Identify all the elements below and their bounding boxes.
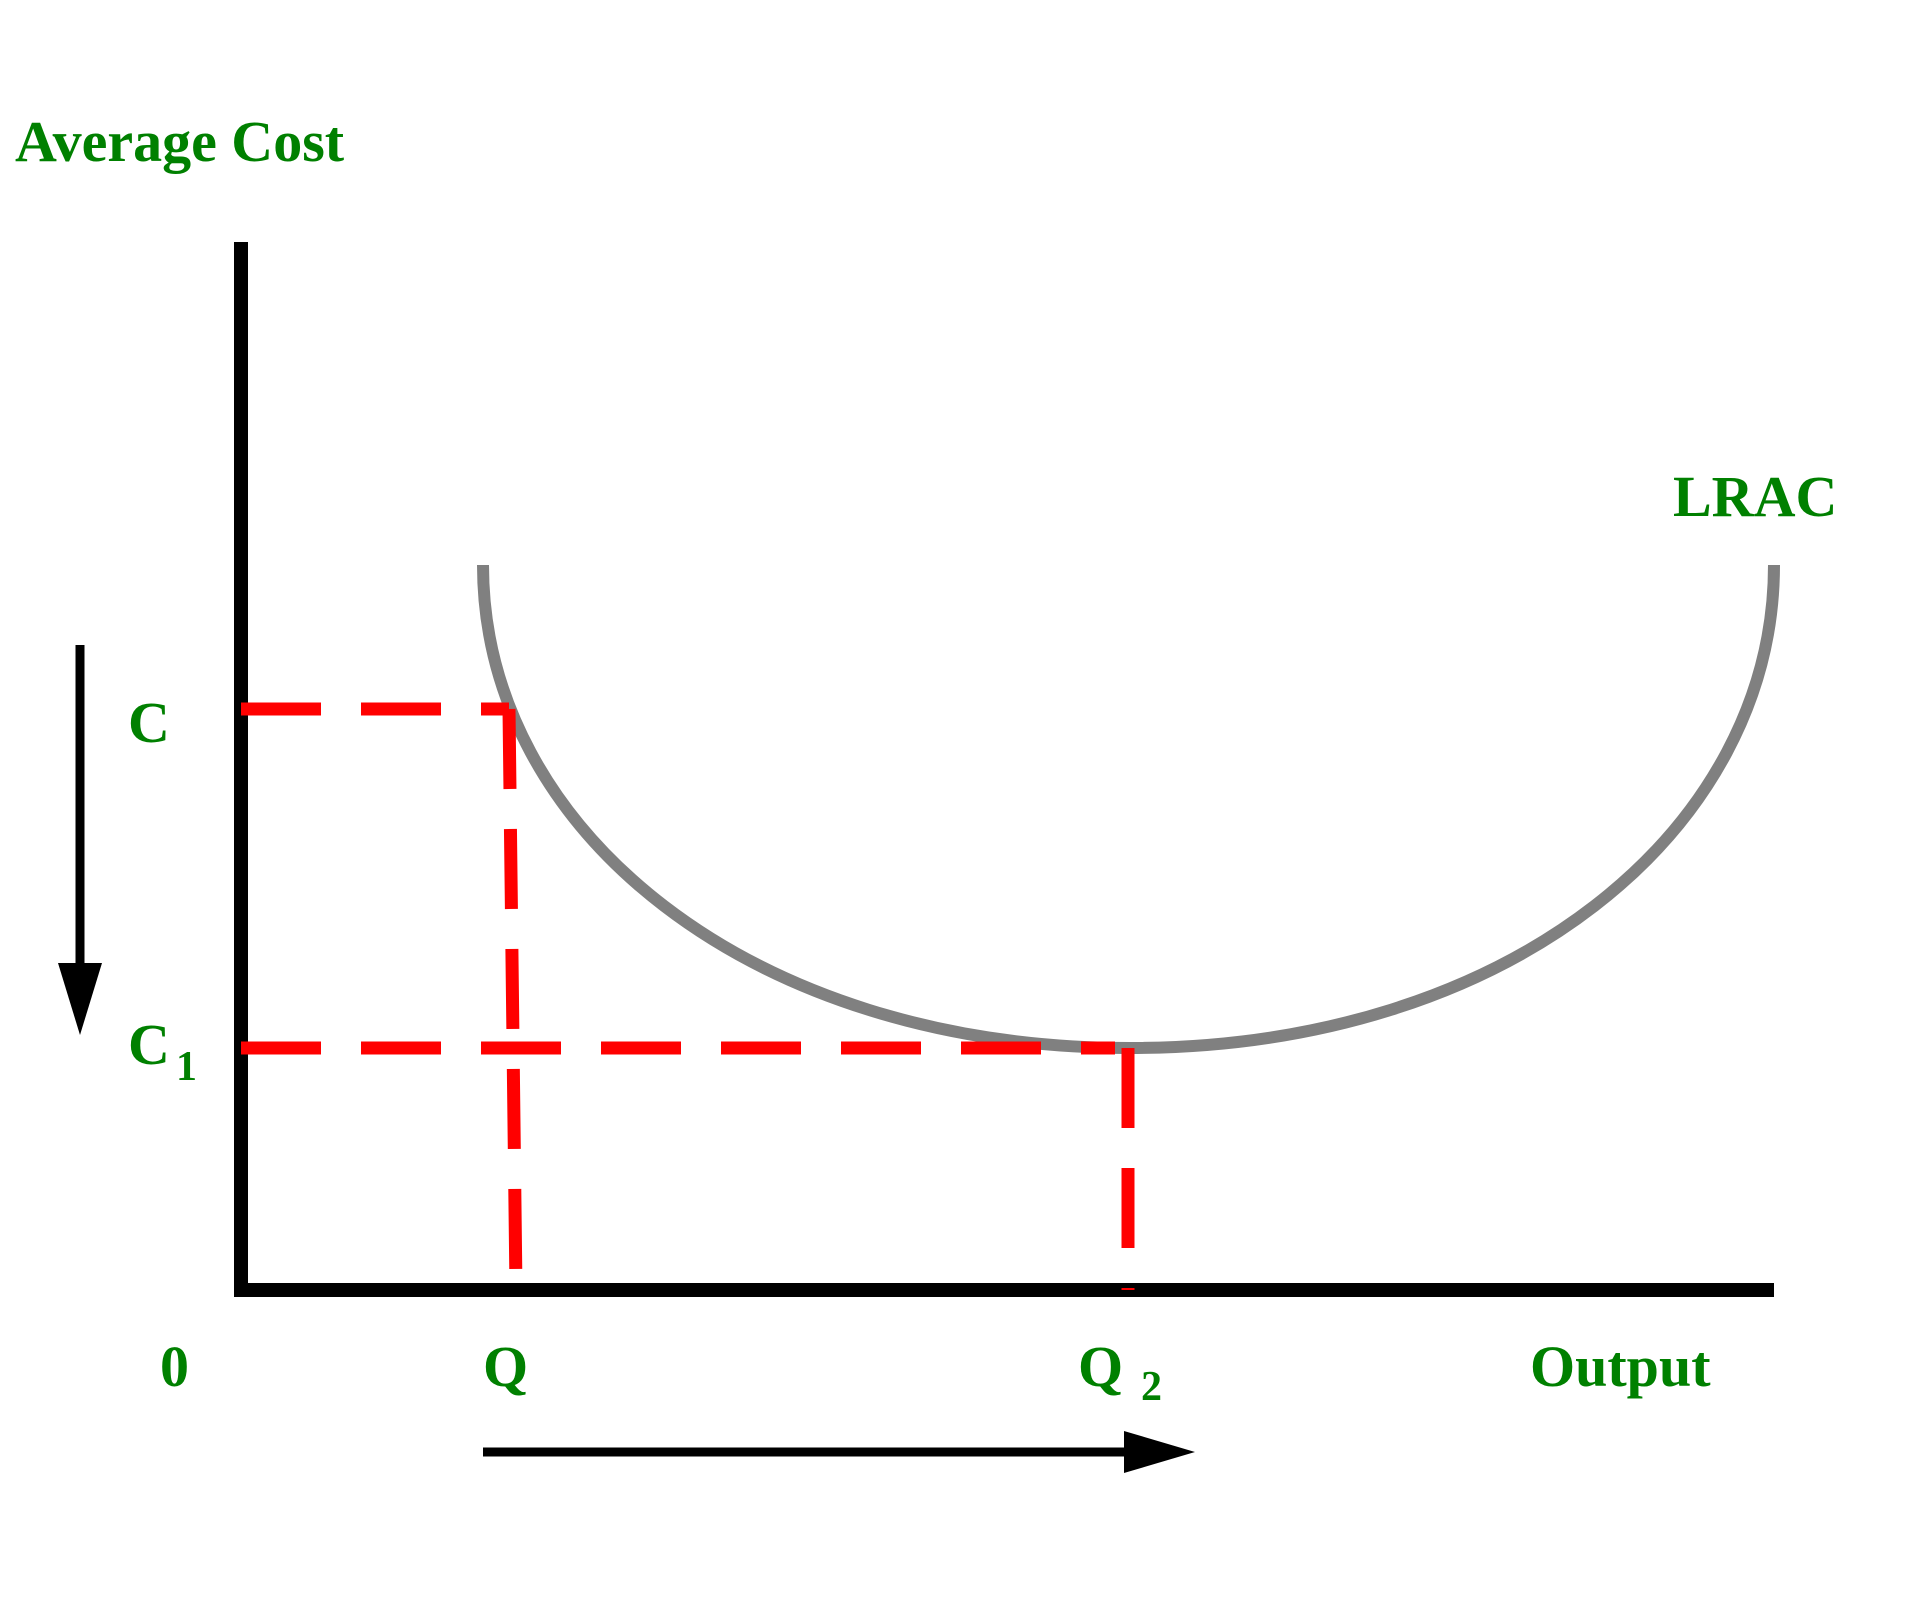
q2-label: Q (1078, 1334, 1123, 1399)
lrac-label: LRAC (1673, 464, 1837, 529)
q2-subscript: 2 (1141, 1364, 1162, 1410)
x-axis-title: Output (1530, 1334, 1711, 1399)
q-label: Q (483, 1334, 528, 1399)
q-guide-line (502, 708, 523, 1291)
down-arrow-icon (58, 963, 102, 1035)
c1-label: C (128, 1012, 170, 1077)
right-arrow-icon (1124, 1431, 1195, 1473)
y-axis-title: Average Cost (15, 109, 345, 174)
c-label: C (128, 690, 170, 755)
lrac-curve (477, 564, 1780, 1055)
origin-label: 0 (160, 1334, 189, 1399)
c1-subscript: 1 (176, 1044, 197, 1090)
